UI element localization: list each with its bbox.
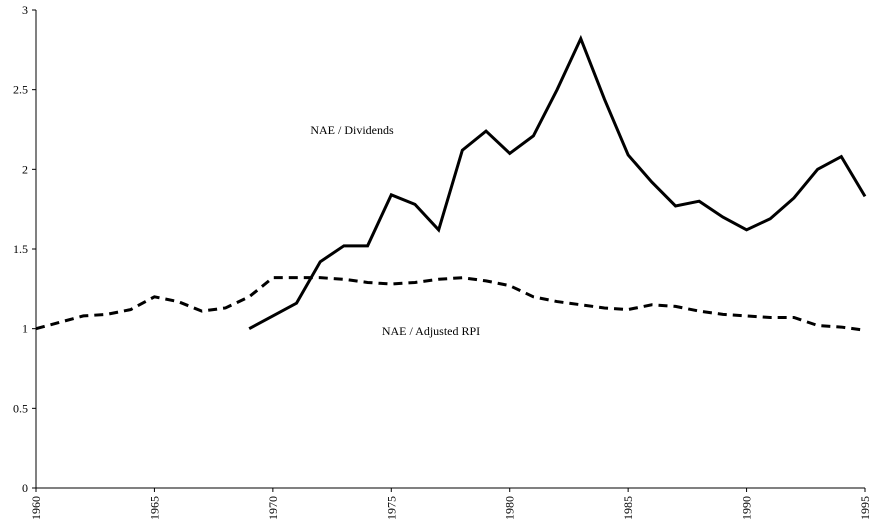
y-tick-label: 3 <box>22 3 28 17</box>
y-tick-label: 2 <box>22 162 28 176</box>
x-tick-label: 1990 <box>740 496 754 520</box>
series-label: NAE / Dividends <box>310 123 394 137</box>
x-tick-label: 1980 <box>503 496 517 520</box>
x-tick-label: 1995 <box>858 496 870 520</box>
series-label: NAE / Adjusted RPI <box>382 324 480 338</box>
x-tick-label: 1985 <box>621 496 635 520</box>
x-tick-label: 1960 <box>29 496 43 520</box>
series-line <box>248 34 867 330</box>
x-tick-label: 1975 <box>384 496 398 520</box>
y-tick-label: 2.5 <box>13 83 28 97</box>
x-tick-label: 1970 <box>266 496 280 520</box>
y-tick-label: 1.5 <box>13 242 28 256</box>
y-tick-label: 0 <box>22 481 28 495</box>
x-tick-label: 1965 <box>147 496 161 520</box>
series-line <box>35 276 866 332</box>
y-tick-label: 0.5 <box>13 401 28 415</box>
y-tick-label: 1 <box>22 322 28 336</box>
